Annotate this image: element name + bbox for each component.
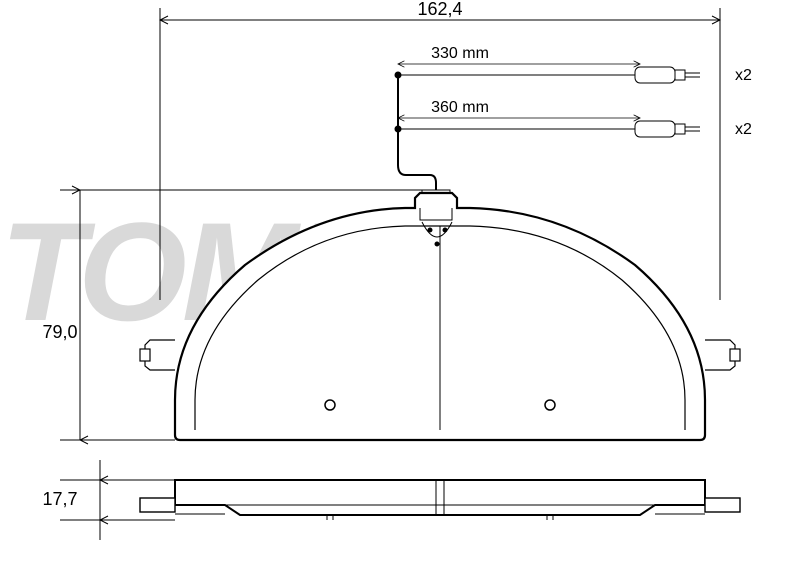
sensor-330-qty: x2 [735,67,752,84]
drawing-svg: TOMEX brakes 162,4 330 mm [0,0,786,578]
sensor-330-length: 330 mm [431,45,489,62]
dimension-thickness-value: 17,7 [42,489,77,509]
dimension-height-value: 79,0 [42,322,77,342]
brake-pad-side-view [140,480,740,520]
sensor-360: 360 mm x2 [395,99,752,138]
sensor-360-length: 360 mm [431,99,489,116]
sensor-slot [420,208,452,220]
sensor-360-qty: x2 [735,121,752,138]
dimension-width-value: 162,4 [417,0,462,19]
rivet-hole-left [325,400,335,410]
brake-pad-technical-drawing: TOMEX brakes 162,4 330 mm [0,0,786,578]
wear-sensors: 330 mm x2 360 mm x2 [395,45,752,212]
rivet-hole-right [545,400,555,410]
sensor-330: 330 mm x2 [395,45,752,84]
